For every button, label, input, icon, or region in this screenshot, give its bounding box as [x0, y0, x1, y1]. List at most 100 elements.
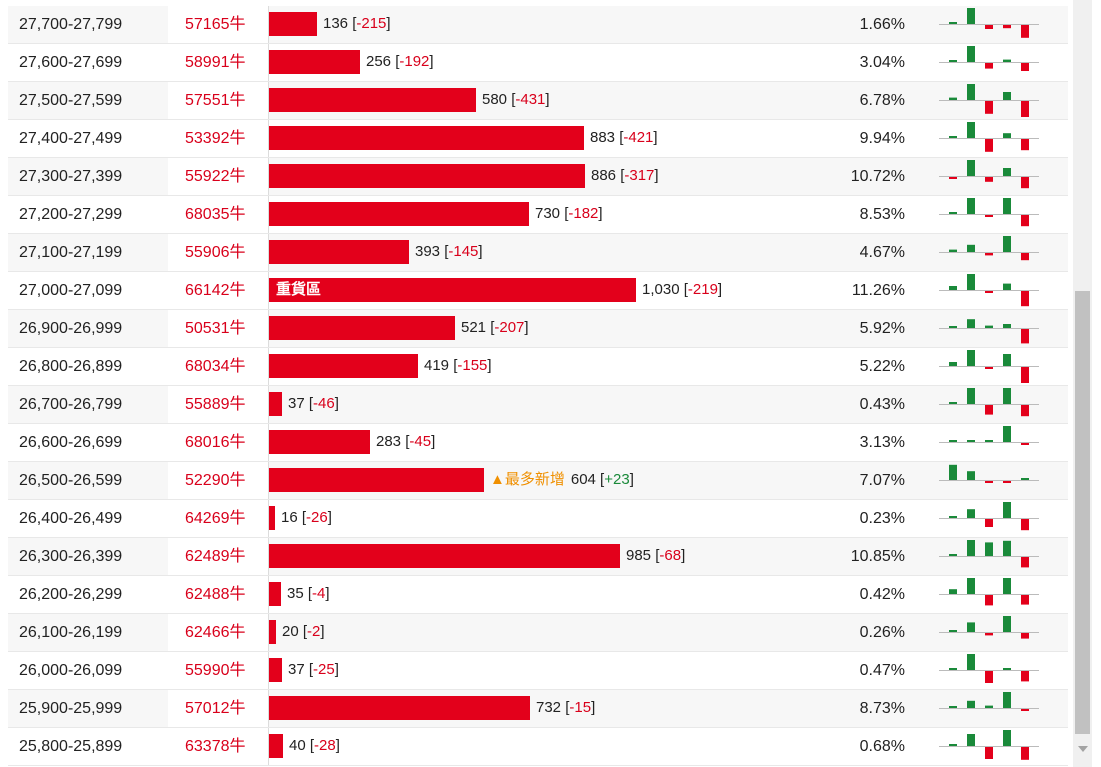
sparkline-bar — [949, 177, 957, 179]
sparkline-bar — [949, 97, 957, 100]
sparkline-bar — [1003, 59, 1011, 62]
bull-code[interactable]: 57012牛 — [185, 700, 246, 717]
sparkline-bar — [967, 8, 975, 24]
price-range: 27,600-27,699 — [19, 54, 123, 71]
table-row[interactable]: 26,500-26,599 52290牛 ▲最多新增 604 [+23] 7.07% — [8, 462, 1068, 500]
table-row[interactable]: 26,000-26,099 55990牛 37 [-25] 0.47% — [8, 652, 1068, 690]
sparkline-bar — [967, 471, 975, 480]
table-row[interactable]: 27,700-27,799 57165牛 136 [-215] 1.66% — [8, 6, 1068, 44]
count-value: 419 — [424, 357, 450, 374]
table-row[interactable]: 27,000-27,099 66142牛 重貨區 1,030 [-219] 11.26% — [8, 272, 1068, 310]
sparkline-bar — [1021, 709, 1029, 711]
table-row[interactable]: 27,300-27,399 55922牛 886 [-317] 10.72% — [8, 158, 1068, 196]
table-row[interactable]: 26,300-26,399 62489牛 985 [-68] 10.85% — [8, 538, 1068, 576]
bull-code[interactable]: 68016牛 — [185, 434, 246, 451]
table-row[interactable]: 26,900-26,999 50531牛 521 [-207] 5.92% — [8, 310, 1068, 348]
bar-cell: 37 [-25] — [269, 658, 829, 682]
percent-value: 5.92% — [859, 320, 905, 337]
bull-cell-bg — [168, 6, 269, 43]
table-row[interactable]: 26,800-26,899 68034牛 419 [-155] 5.22% — [8, 348, 1068, 386]
bull-code[interactable]: 55990牛 — [185, 662, 246, 679]
count-change: -182 — [568, 205, 599, 222]
scrollbar-thumb[interactable] — [1075, 291, 1090, 734]
count-bar — [269, 468, 484, 492]
price-range: 26,100-26,199 — [19, 624, 123, 641]
trend-sparkline — [939, 236, 1039, 261]
sparkline-bar — [949, 516, 957, 518]
sparkline-bar — [985, 633, 993, 636]
sparkline-bar — [985, 139, 993, 152]
count-bar — [269, 620, 276, 644]
bull-code[interactable]: 55906牛 — [185, 244, 246, 261]
price-range: 25,800-25,899 — [19, 738, 123, 755]
price-range: 26,300-26,399 — [19, 548, 123, 565]
sparkline-bar — [967, 350, 975, 366]
count-info: 393 [-145] — [415, 243, 483, 260]
sparkline-bar — [985, 253, 993, 256]
sparkline-bar — [949, 464, 957, 480]
sparkline-bar — [967, 160, 975, 176]
sparkline-bar — [967, 540, 975, 556]
bull-code[interactable]: 57551牛 — [185, 92, 246, 109]
bull-code[interactable]: 53392牛 — [185, 130, 246, 147]
sparkline-bar — [985, 63, 993, 69]
bull-code[interactable]: 62489牛 — [185, 548, 246, 565]
percent-value: 0.68% — [859, 738, 905, 755]
sparkline-bar — [949, 286, 957, 290]
bull-code[interactable]: 58991牛 — [185, 54, 246, 71]
table-row[interactable]: 26,400-26,499 64269牛 16 [-26] 0.23% — [8, 500, 1068, 538]
table-row[interactable]: 26,100-26,199 62466牛 20 [-2] 0.26% — [8, 614, 1068, 652]
bull-code[interactable]: 52290牛 — [185, 472, 246, 489]
table-row[interactable]: 26,200-26,299 62488牛 35 [-4] 0.42% — [8, 576, 1068, 614]
bar-cell: 20 [-2] — [269, 620, 829, 644]
count-bar — [269, 506, 275, 530]
count-info: 37 [-25] — [288, 661, 339, 678]
bull-code[interactable]: 62488牛 — [185, 586, 246, 603]
count-value: 37 — [288, 395, 305, 412]
vertical-scrollbar[interactable] — [1073, 0, 1092, 767]
count-change: -317 — [624, 167, 655, 184]
bull-code[interactable]: 57165牛 — [185, 16, 246, 33]
table-row[interactable]: 26,700-26,799 55889牛 37 [-46] 0.43% — [8, 386, 1068, 424]
bull-code[interactable]: 68035牛 — [185, 206, 246, 223]
trend-sparkline — [939, 122, 1039, 152]
sparkline-bar — [985, 405, 993, 415]
count-change: -192 — [399, 53, 430, 70]
sparkline-bar — [1003, 616, 1011, 632]
sparkline-bar — [949, 402, 957, 404]
sparkline-bar — [967, 198, 975, 214]
bar-cell: 886 [-317] — [269, 164, 829, 188]
sparkline-bar — [985, 291, 993, 293]
percent-value: 0.23% — [859, 510, 905, 527]
bull-cell-bg — [168, 690, 269, 727]
count-bar — [269, 316, 455, 340]
table-row[interactable]: 25,900-25,999 57012牛 732 [-15] 8.73% — [8, 690, 1068, 728]
count-value: 604 — [570, 471, 596, 488]
bull-code[interactable]: 66142牛 — [185, 282, 246, 299]
table-row[interactable]: 27,500-27,599 57551牛 580 [-431] 6.78% — [8, 82, 1068, 120]
scroll-down-arrow-icon[interactable] — [1078, 746, 1088, 752]
table-row[interactable]: 25,800-25,899 63378牛 40 [-28] 0.68% — [8, 728, 1068, 766]
table-row[interactable]: 27,600-27,699 58991牛 256 [-192] 3.04% — [8, 44, 1068, 82]
bull-code[interactable]: 64269牛 — [185, 510, 246, 527]
table-row[interactable]: 26,600-26,699 68016牛 283 [-45] 3.13% — [8, 424, 1068, 462]
bull-code[interactable]: 50531牛 — [185, 320, 246, 337]
bull-code[interactable]: 55922牛 — [185, 168, 246, 185]
count-info: 1,030 [-219] — [642, 281, 723, 298]
count-bar — [269, 430, 370, 454]
table-row[interactable]: 27,100-27,199 55906牛 393 [-145] 4.67% — [8, 234, 1068, 272]
bull-code[interactable]: 68034牛 — [185, 358, 246, 375]
count-bar — [269, 734, 283, 758]
sparkline-bar — [1021, 557, 1029, 568]
percent-value: 3.13% — [859, 434, 905, 451]
sparkline-bar — [1003, 692, 1011, 708]
sparkline-bar — [949, 554, 957, 556]
table-row[interactable]: 27,200-27,299 68035牛 730 [-182] 8.53% — [8, 196, 1068, 234]
bull-code[interactable]: 55889牛 — [185, 396, 246, 413]
sparkline-bar — [949, 440, 957, 442]
sparkline-bar — [949, 212, 957, 214]
bull-code[interactable]: 62466牛 — [185, 624, 246, 641]
bull-code[interactable]: 63378牛 — [185, 738, 246, 755]
table-row[interactable]: 27,400-27,499 53392牛 883 [-421] 9.94% — [8, 120, 1068, 158]
percent-value: 0.42% — [859, 586, 905, 603]
